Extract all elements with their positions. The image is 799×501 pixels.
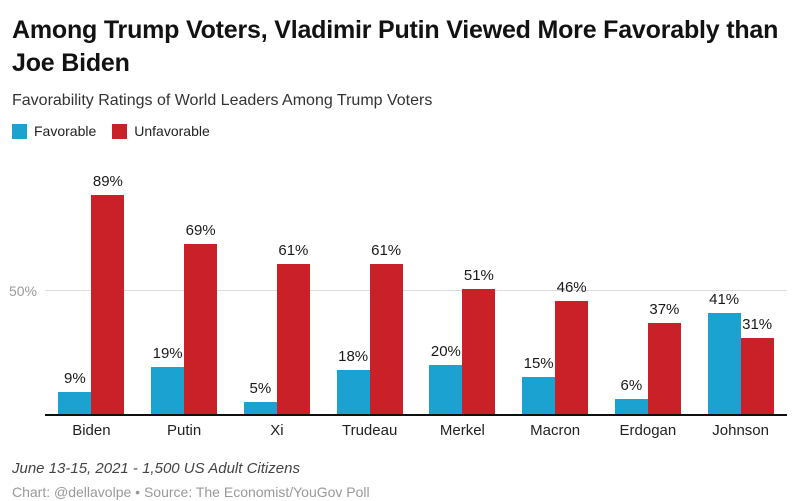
gridline-50: [45, 290, 787, 291]
x-label-xi: Xi: [270, 422, 284, 439]
bar-group-xi: 5% 61%: [231, 242, 324, 414]
favorable-bar-johnson: 41%: [707, 291, 741, 414]
plot-area: 50% 9% 89% 19% 69% 5% 61% 18% 61% 20% 51% 15% 46% 6% 3…: [9, 166, 787, 416]
bar-value-label: 20%: [430, 342, 461, 360]
bar-group-johnson: 41% 31%: [694, 291, 787, 414]
x-label-putin: Putin: [167, 422, 202, 439]
bar-value-label: 5%: [249, 379, 272, 397]
bar-value-label: 61%: [278, 241, 309, 259]
legend-label: Favorable: [34, 123, 97, 139]
bar-group-macron: 15% 46%: [509, 279, 602, 414]
source-credit: Chart: @dellavolpe • Source: The Economi…: [12, 484, 370, 500]
chart-footer: June 13-15, 2021 - 1,500 US Adult Citize…: [12, 460, 789, 500]
favorable-bar-trudeau: 18%: [336, 348, 370, 414]
bar-value-label: 41%: [709, 291, 740, 309]
favorable-bar-biden: 9%: [58, 370, 92, 414]
x-axis-labels: Biden Putin Xi Trudeau Merkel Macron Erdogan Jo…: [45, 422, 787, 439]
unfavorable-bar-johnson: 31%: [740, 316, 774, 414]
favorable-bar-macron: 15%: [522, 355, 556, 414]
x-label-merkel: Merkel: [439, 422, 485, 439]
bar-group-trudeau: 18% 61%: [323, 242, 416, 414]
bar-value-label: 18%: [338, 347, 369, 365]
x-label-trudeau: Trudeau: [341, 422, 398, 439]
legend: Favorable Unfavorable: [12, 123, 789, 139]
x-label-biden: Biden: [72, 422, 111, 439]
unfavorable-bar-putin: 69%: [184, 222, 218, 414]
bar-chart: 50% 9% 89% 19% 69% 5% 61% 18% 61% 20% 51% 15% 46% 6% 3…: [9, 166, 787, 439]
y-tick-label: 50%: [8, 283, 37, 299]
legend-label: Unfavorable: [134, 123, 210, 139]
bar-group-erdogan: 6% 37%: [602, 301, 695, 414]
bar-value-label: 61%: [371, 241, 402, 259]
unfavorable-bar-merkel: 51%: [462, 267, 496, 414]
x-label-macron: Macron: [530, 422, 581, 439]
x-label-johnson: Johnson: [712, 422, 769, 439]
unfavorable-bar-xi: 61%: [276, 242, 310, 414]
bar-value-label: 19%: [152, 345, 183, 363]
legend-item-favorable: Favorable: [12, 123, 96, 139]
bar-value-label: 9%: [64, 369, 86, 387]
page-title: Among Trump Voters, Vladimir Putin Viewe…: [12, 16, 779, 77]
bar-value-label: 46%: [556, 278, 587, 296]
legend-swatch-icon: [112, 123, 128, 139]
bar-value-label: 89%: [92, 173, 123, 191]
legend-item-unfavorable: Unfavorable: [112, 123, 210, 139]
chart-subtitle: Favorability Ratings of World Leaders Am…: [12, 92, 433, 109]
bar-value-label: 31%: [742, 315, 773, 333]
favorable-bar-putin: 19%: [151, 345, 185, 414]
bar-value-label: 15%: [523, 355, 554, 373]
bar-group-merkel: 20% 51%: [416, 267, 509, 414]
favorable-bar-xi: 5%: [243, 380, 277, 414]
bar-value-label: 69%: [185, 222, 216, 240]
legend-swatch-icon: [12, 123, 27, 139]
favorable-bar-erdogan: 6%: [614, 377, 648, 414]
bar-group-putin: 19% 69%: [138, 222, 231, 414]
unfavorable-bar-biden: 89%: [91, 173, 125, 414]
x-label-erdogan: Erdogan: [619, 422, 677, 439]
unfavorable-bar-erdogan: 37%: [647, 301, 681, 414]
bar-value-label: 51%: [463, 266, 494, 284]
bar-value-label: 6%: [620, 377, 643, 395]
bar-group-biden: 9% 89%: [45, 173, 138, 414]
survey-note: June 13-15, 2021 - 1,500 US Adult Citize…: [12, 460, 300, 477]
unfavorable-bar-macron: 46%: [555, 279, 589, 414]
favorable-bar-merkel: 20%: [429, 343, 463, 414]
unfavorable-bar-trudeau: 61%: [369, 242, 403, 414]
bar-value-label: 37%: [649, 300, 680, 318]
